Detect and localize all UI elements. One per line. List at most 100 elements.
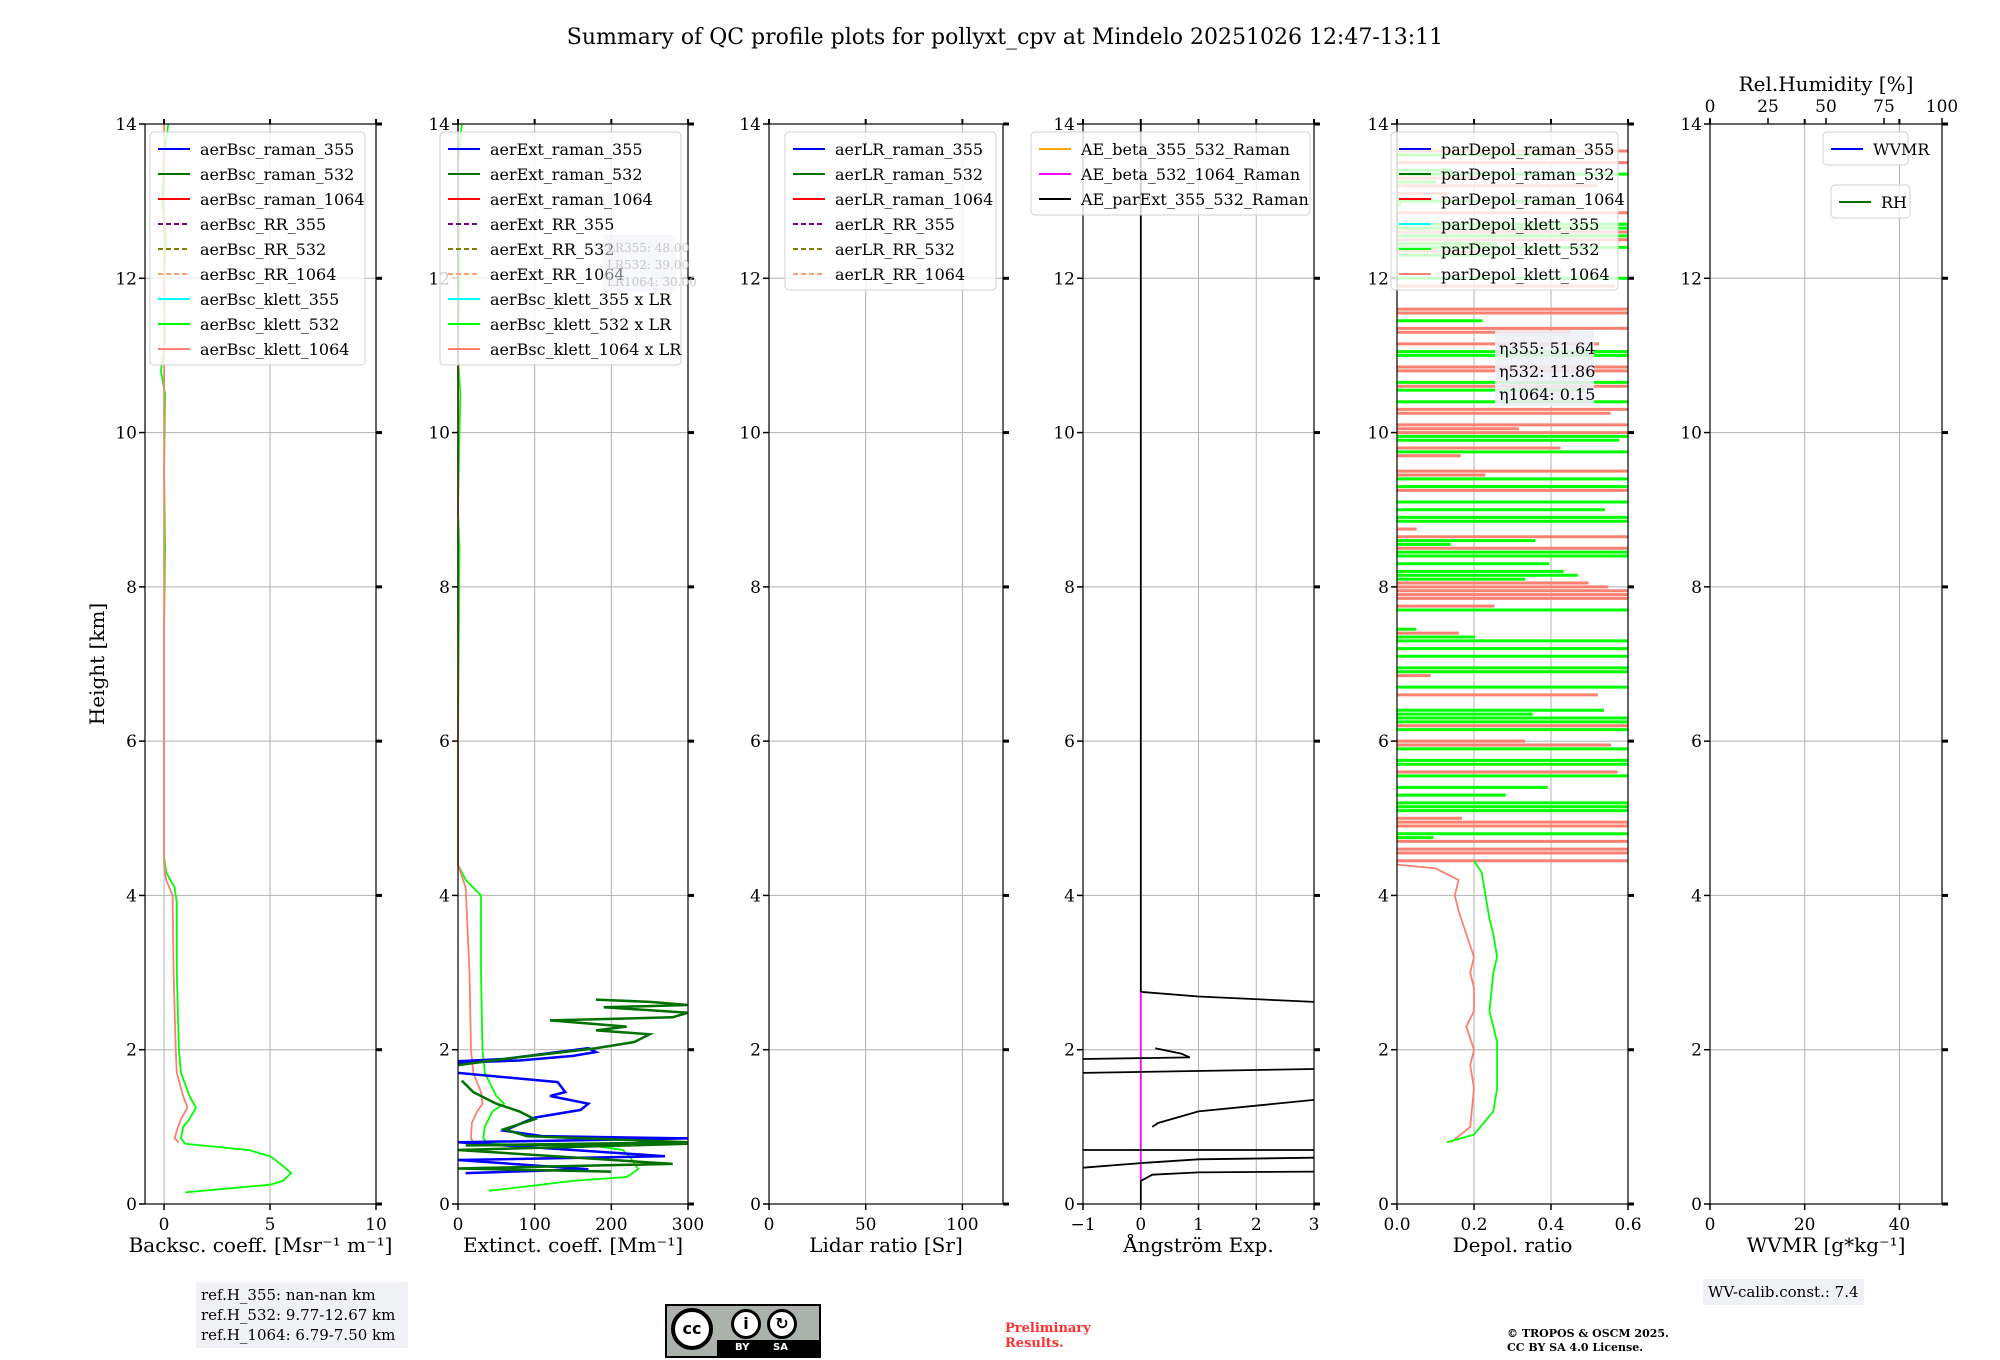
y-tick-label: 4 xyxy=(1064,886,1075,906)
legend-label: aerBsc_RR_1064 xyxy=(200,265,336,284)
series-ae-parext-355-532-raman xyxy=(1082,1068,1315,1074)
top-x-tick-label: 50 xyxy=(1815,97,1837,117)
y-tick-label: 2 xyxy=(750,1041,761,1061)
legend-label: aerExt_raman_1064 xyxy=(490,190,653,209)
y-tick-label: 6 xyxy=(126,732,137,752)
y-tick-label: 2 xyxy=(1691,1041,1702,1061)
legend-label: parDepol_klett_355 xyxy=(1441,215,1599,234)
x-axis-label: Extinct. coeff. [Mm⁻¹] xyxy=(463,1233,683,1257)
y-tick-label: 12 xyxy=(1053,269,1075,289)
top-x-tick-label: 0 xyxy=(1705,97,1716,117)
eta-annotation: η355: 51.64 η532: 11.86 η1064: 0.15 xyxy=(1495,331,1595,406)
legend-label: aerLR_raman_1064 xyxy=(835,190,993,209)
share-alike-icon: ↻ xyxy=(767,1309,797,1339)
preliminary-line-1: Preliminary xyxy=(1005,1321,1091,1336)
series-ae-parext-355-532-raman xyxy=(1151,1099,1315,1128)
legend-label: parDepol_klett_1064 xyxy=(1441,265,1610,284)
legend-label: aerBsc_raman_532 xyxy=(200,165,354,184)
legend-rh: RH xyxy=(1830,184,1911,219)
x-tick-label: 200 xyxy=(595,1215,627,1235)
x-tick-label: 100 xyxy=(518,1215,550,1235)
x-tick-label: 10 xyxy=(365,1215,387,1235)
series-aerbsc-klett-1064 xyxy=(163,124,189,1143)
x-tick-label: 0.6 xyxy=(1614,1215,1641,1235)
x-tick-label: 0 xyxy=(453,1215,464,1235)
ref-height-355: ref.H_355: nan-nan km xyxy=(201,1286,376,1304)
legend-label: aerBsc_klett_355 xyxy=(200,290,339,309)
y-tick-label: 6 xyxy=(1378,732,1389,752)
series-aerext-raman-355 xyxy=(457,1071,689,1175)
y-tick-label: 6 xyxy=(1064,732,1075,752)
y-tick-label: 10 xyxy=(1053,424,1075,444)
legend-label: parDepol_raman_532 xyxy=(1441,165,1614,184)
x-tick-label: 20 xyxy=(1794,1215,1816,1235)
annotation-text: η355: 51.64 xyxy=(1499,339,1595,358)
y-tick-label: 0 xyxy=(126,1195,137,1215)
series-aerbsc-klett-532-x-lr xyxy=(457,123,640,1192)
y-tick-label: 8 xyxy=(439,578,450,598)
by-person-icon: i xyxy=(731,1309,761,1339)
legend-label: aerExt_RR_532 xyxy=(490,240,614,259)
legend-label: aerBsc_RR_355 xyxy=(200,215,326,234)
y-tick-label: 14 xyxy=(1680,115,1702,135)
y-tick-label: 14 xyxy=(115,115,137,135)
y-tick-label: 10 xyxy=(115,424,137,444)
legend-label: WVMR xyxy=(1873,140,1930,159)
legend-box xyxy=(784,131,997,291)
legend: parDepol_raman_355 parDepol_raman_532 parD… xyxy=(1390,131,1625,291)
cc-logo-strip: BY SA xyxy=(717,1340,819,1356)
x-axis-label: WVMR [g*kg⁻¹] xyxy=(1747,1233,1906,1257)
y-tick-label: 8 xyxy=(750,578,761,598)
y-tick-label: 2 xyxy=(1064,1041,1075,1061)
annotation-text: η1064: 0.15 xyxy=(1499,385,1595,404)
copyright-note: © TROPOS & OSCM 2025. CC BY SA 4.0 Licen… xyxy=(1507,1327,1669,1355)
y-tick-label: 10 xyxy=(428,424,450,444)
legend-label: RH xyxy=(1881,193,1907,212)
legend-label: aerLR_raman_355 xyxy=(835,140,983,159)
top-x-tick-label: 100 xyxy=(1926,97,1958,117)
legend-box xyxy=(1030,131,1311,216)
y-axis-label: Height [km] xyxy=(85,603,109,725)
copyright-line-1: © TROPOS & OSCM 2025. xyxy=(1507,1327,1669,1340)
legend-label: aerBsc_klett_1064 xyxy=(200,340,349,359)
ref-height-1064: ref.H_1064: 6.79-7.50 km xyxy=(201,1326,396,1344)
x-tick-label: 0.2 xyxy=(1460,1215,1487,1235)
axes-frame xyxy=(457,123,689,1205)
x-axis-label: Ångström Exp. xyxy=(1122,1232,1273,1257)
y-tick-label: 6 xyxy=(750,732,761,752)
legend-label: aerLR_raman_532 xyxy=(835,165,983,184)
series-ae-parext-355-532-raman xyxy=(1139,124,1315,1003)
legend-label: AE_beta_532_1064_Raman xyxy=(1080,165,1300,184)
legend-box xyxy=(1390,131,1619,291)
x-tick-label: 40 xyxy=(1889,1215,1911,1235)
legend-label: AE_parExt_355_532_Raman xyxy=(1080,190,1309,209)
x-tick-label: 0.4 xyxy=(1537,1215,1564,1235)
x-tick-label: 0 xyxy=(1705,1215,1716,1235)
y-tick-label: 12 xyxy=(1367,269,1389,289)
lidar-ratio-annotation: LR355: 48.00 LR532: 39.00 LR1064: 30.00 xyxy=(603,235,697,292)
cc-by-sa-logo: cc i ↻ BY SA xyxy=(665,1304,821,1358)
legend: AE_beta_355_532_Raman AE_beta_532_1064_Ra… xyxy=(1030,131,1311,216)
annotation-box xyxy=(603,235,676,292)
y-tick-label: 12 xyxy=(739,269,761,289)
y-tick-label: 4 xyxy=(750,886,761,906)
axes-frame xyxy=(1709,123,1943,1205)
preliminary-line-2: Results. xyxy=(1005,1336,1064,1351)
figure-title: Summary of QC profile plots for pollyxt_… xyxy=(567,25,1443,50)
annotation-text: LR1064: 30.00 xyxy=(607,275,697,289)
annotation-text: η532: 11.86 xyxy=(1499,362,1595,381)
x-axis-label: Depol. ratio xyxy=(1453,1233,1573,1257)
top-x-tick-label: 75 xyxy=(1873,97,1895,117)
legend-box xyxy=(149,131,366,366)
series-pardepol-klett-532 xyxy=(1446,860,1499,1144)
x-axis-label: Backsc. coeff. [Msr⁻¹ m⁻¹] xyxy=(129,1233,393,1257)
legend-box xyxy=(1822,131,1909,166)
y-tick-label: 0 xyxy=(439,1195,450,1215)
legend: aerBsc_raman_355 aerBsc_raman_532 aerBsc_r… xyxy=(149,131,366,366)
legend-label: aerBsc_raman_355 xyxy=(200,140,354,159)
y-tick-label: 14 xyxy=(428,115,450,135)
legend-label: aerBsc_klett_355 x LR xyxy=(490,290,672,309)
